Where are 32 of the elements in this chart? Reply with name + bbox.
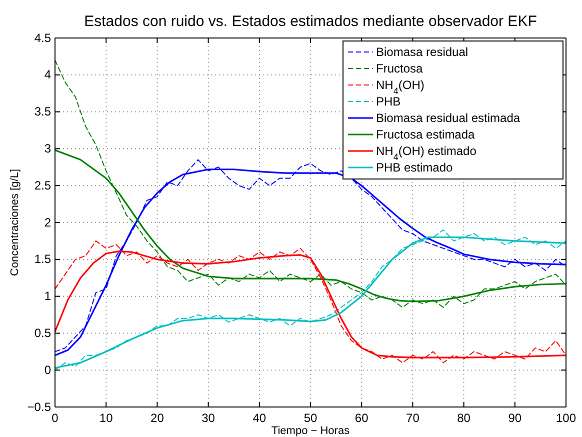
x-tick-label: 80 [457, 410, 471, 425]
y-tick-label: 0.5 [34, 326, 52, 340]
y-tick-label: −0.5 [27, 400, 52, 414]
x-tick-label: 90 [508, 410, 522, 425]
y-tick-label: 1.5 [34, 252, 52, 266]
y-axis-title: Concentraciones [g/L] [9, 168, 21, 276]
legend-label: Biomasa residual [376, 45, 468, 59]
legend-label: PHB [376, 94, 401, 108]
y-tick-label: 0 [44, 362, 52, 377]
x-tick-label: 50 [304, 410, 318, 425]
y-tick-label: 2 [44, 215, 52, 230]
y-tick-label: 4.5 [34, 30, 52, 45]
y-tick-label: 4 [44, 68, 52, 82]
legend-label: PHB estimado [376, 160, 454, 174]
y-tick-label: 3 [44, 142, 52, 156]
x-tick-label: 100 [556, 410, 576, 425]
x-tick-label: 30 [202, 410, 216, 425]
x-tick-label: 20 [150, 410, 164, 425]
y-tick-label: 3.5 [34, 104, 52, 119]
chart-title: Estados con ruido vs. Estados estimados mediante observador EKF [84, 13, 537, 30]
y-tick-label: 1 [44, 289, 52, 304]
x-axis-title: Tiempo − Horas [271, 425, 350, 437]
legend-label: Fructosa [376, 62, 424, 76]
y-tick-label: 2.5 [34, 178, 52, 192]
x-tick-label: 70 [406, 410, 420, 425]
legend-label: Fructosa estimada [376, 128, 476, 142]
legend-label: Biomasa residual estimada [376, 111, 520, 125]
legend-label: NH$_{4}$(OH) [376, 78, 424, 96]
x-tick-label: 10 [99, 410, 114, 425]
x-tick-label: 40 [252, 410, 266, 425]
legend-label: NH$_{4}$(OH) estimado [376, 144, 477, 162]
x-tick-label: 60 [354, 410, 369, 425]
